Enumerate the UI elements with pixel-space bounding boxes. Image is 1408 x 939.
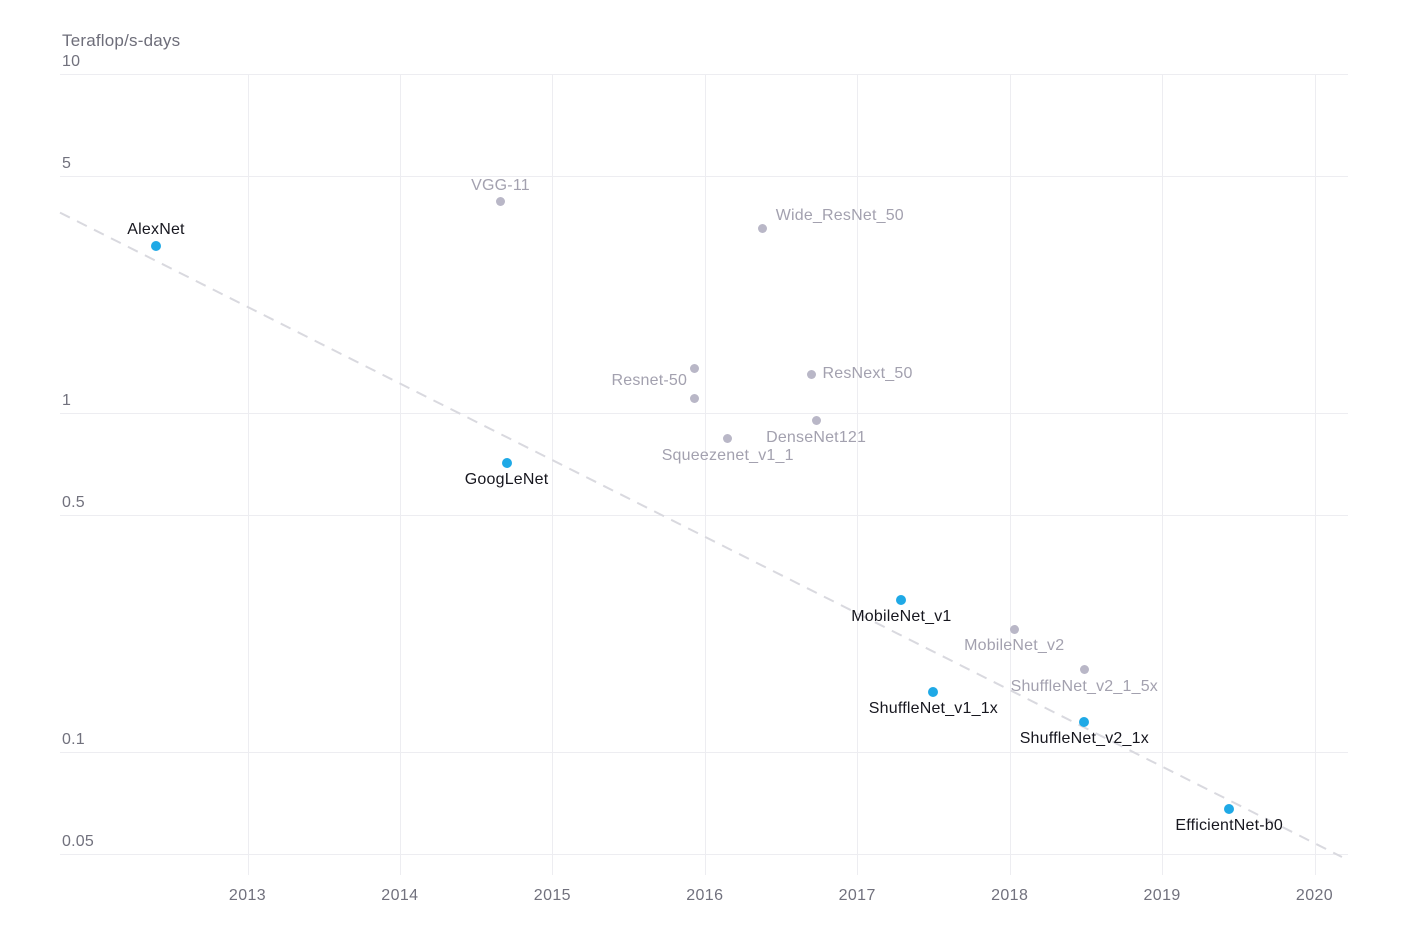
y-tick-0.05: 0.05 <box>62 833 94 850</box>
data-point-MobileNet_v2[interactable] <box>1009 624 1019 634</box>
gridline-y-0.05 <box>60 854 1348 855</box>
point-label-ResNext_50: ResNext_50 <box>822 365 913 383</box>
point-label-ShuffleNet_v1_1x: ShuffleNet_v1_1x <box>868 700 998 718</box>
x-tick-2016: 2016 <box>686 887 724 904</box>
y-axis-title: Teraflop/s-days <box>62 31 181 50</box>
x-tick-2019: 2019 <box>1143 887 1181 904</box>
gridline-y-0.5 <box>60 515 1348 516</box>
data-point-MobileNet_v1[interactable] <box>896 595 907 606</box>
y-tick-1: 1 <box>62 392 72 409</box>
data-point-EfficientNet-b0[interactable] <box>1224 803 1235 814</box>
gridline-x-2013 <box>247 74 249 875</box>
x-tick-2015: 2015 <box>533 887 571 904</box>
y-tick-5: 5 <box>62 155 72 172</box>
data-point-ShuffleNet_v1_1x[interactable] <box>928 687 939 698</box>
data-point-unlabeled[interactable] <box>689 394 699 404</box>
y-tick-10: 10 <box>62 53 81 70</box>
x-tick-2017: 2017 <box>838 887 876 904</box>
data-point-ShuffleNet_v2_1x[interactable] <box>1079 716 1090 727</box>
data-point-VGG-11[interactable] <box>496 197 505 207</box>
point-label-MobileNet_v1: MobileNet_v1 <box>851 608 952 626</box>
gridline-x-2020 <box>1314 74 1316 875</box>
x-tick-2013: 2013 <box>228 887 267 904</box>
point-label-ShuffleNet_v2_1x: ShuffleNet_v2_1x <box>1019 729 1149 747</box>
data-point-Squeezenet_v1_1[interactable] <box>723 434 733 444</box>
point-label-GoogLeNet: GoogLeNet <box>464 471 549 489</box>
point-label-Squeezenet_v1_1: Squeezenet_v1_1 <box>661 446 794 464</box>
point-label-AlexNet: AlexNet <box>127 221 185 239</box>
gridline-x-2014 <box>399 74 401 875</box>
x-tick-2020: 2020 <box>1295 887 1334 904</box>
gridline-x-2018 <box>1009 74 1011 875</box>
data-point-ShuffleNet_v2_1_5x[interactable] <box>1079 665 1089 675</box>
point-label-MobileNet_v2: MobileNet_v2 <box>964 637 1065 655</box>
gridline-x-2017 <box>857 74 859 875</box>
gridline-x-2019 <box>1162 74 1164 875</box>
data-point-GoogLeNet[interactable] <box>501 458 512 469</box>
point-label-DenseNet121: DenseNet121 <box>766 428 867 446</box>
gridline-x-2016 <box>704 74 706 875</box>
gridline-y-1 <box>60 413 1348 414</box>
gridline-y-10 <box>60 74 1348 75</box>
data-point-DenseNet121[interactable] <box>811 416 821 425</box>
data-point-Wide_ResNet_50[interactable] <box>758 224 768 234</box>
gridline-x-2015 <box>552 74 554 875</box>
point-label-VGG-11: VGG-11 <box>471 176 530 194</box>
point-label-EfficientNet-b0: EfficientNet-b0 <box>1175 816 1284 834</box>
gridline-y-5 <box>60 176 1348 177</box>
y-tick-0.5: 0.5 <box>62 494 85 511</box>
x-tick-2018: 2018 <box>991 887 1029 904</box>
point-label-ShuffleNet_v2_1_5x: ShuffleNet_v2_1_5x <box>1010 677 1159 695</box>
x-tick-2014: 2014 <box>381 887 419 904</box>
data-point-ResNext_50[interactable] <box>807 369 816 379</box>
point-label-Wide_ResNet_50: Wide_ResNet_50 <box>775 206 904 224</box>
gridline-y-0.1 <box>60 752 1348 753</box>
y-tick-0.1: 0.1 <box>62 731 85 748</box>
data-point-AlexNet[interactable] <box>151 241 161 252</box>
data-point-Resnet-50[interactable] <box>689 364 699 374</box>
point-label-Resnet-50: Resnet-50 <box>611 371 688 389</box>
